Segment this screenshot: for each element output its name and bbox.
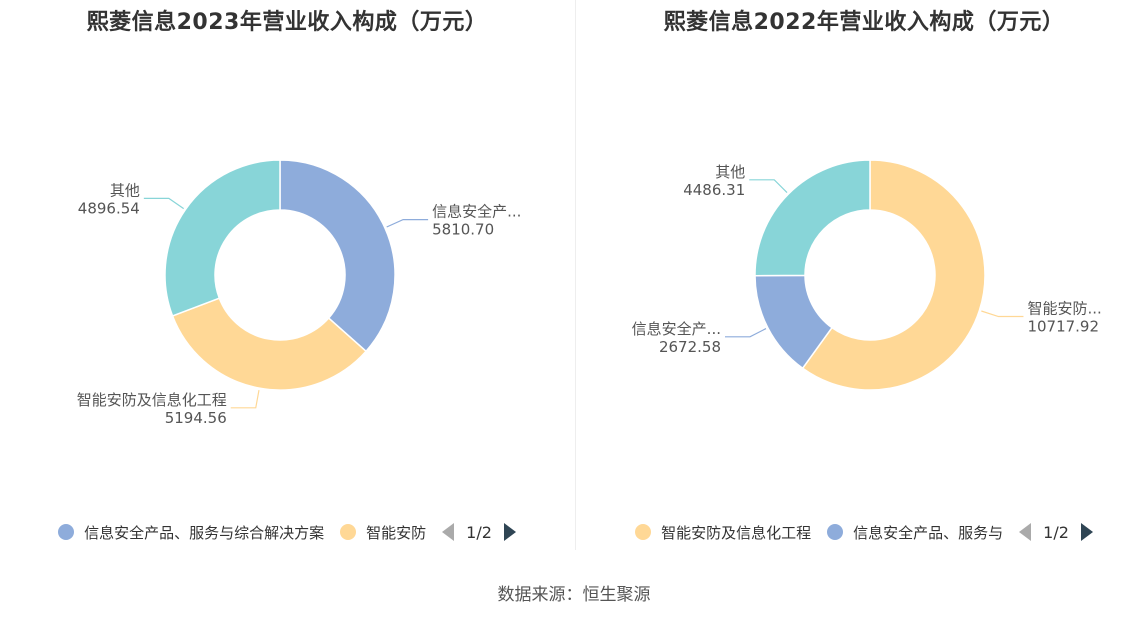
- donut-slice[interactable]: [754, 159, 871, 277]
- leader-line: [749, 179, 788, 193]
- slice-value-label: 4486.31: [683, 181, 745, 199]
- prev-page-icon[interactable]: [442, 523, 455, 541]
- slice-value-label: 5194.56: [165, 409, 227, 427]
- prev-page-icon[interactable]: [1019, 523, 1032, 541]
- chart-panel-2023: 熙菱信息2023年营业收入构成（万元） 信息安全产... 5810.70 智能安防及…: [0, 0, 574, 560]
- next-page-icon[interactable]: [503, 523, 516, 541]
- leader-line: [230, 389, 260, 409]
- donut-slice[interactable]: [164, 159, 281, 317]
- slice-name-label: 其他: [715, 163, 745, 181]
- legend-marker: [635, 524, 652, 540]
- next-page-icon[interactable]: [1080, 523, 1093, 541]
- chart-panel-2022: 熙菱信息2022年营业收入构成（万元） 智能安防... 10717.92 信息安全产…: [577, 0, 1148, 560]
- legend-item[interactable]: 智能安防: [340, 522, 426, 543]
- legend-label: 智能安防: [366, 523, 427, 542]
- legend-pager: 1/2: [442, 523, 516, 542]
- panel-divider: [575, 0, 576, 550]
- page-indicator: 1/2: [1043, 522, 1069, 542]
- slice-name-label: 智能安防及信息化工程: [77, 391, 227, 409]
- legend-item[interactable]: 智能安防及信息化工程: [635, 522, 811, 543]
- leader-line: [386, 219, 429, 228]
- legend-item[interactable]: 信息安全产品、服务与综合解决方案: [58, 522, 324, 543]
- leader-line: [724, 328, 767, 338]
- leader-line: [143, 197, 185, 210]
- legend-marker: [58, 524, 75, 540]
- donut-slice[interactable]: [171, 297, 368, 391]
- slice-value-label: 5810.70: [432, 221, 494, 239]
- legend-pager: 1/2: [1019, 523, 1093, 542]
- slice-value-label: 2672.58: [659, 338, 721, 356]
- legend-marker: [827, 524, 844, 540]
- chart-legend: 智能安防及信息化工程 信息安全产品、服务与 1/2: [577, 518, 1148, 546]
- legend-marker: [340, 524, 357, 540]
- slice-name-label: 其他: [110, 181, 140, 199]
- slice-value-label: 10717.92: [1027, 318, 1099, 336]
- slice-name-label: 智能安防...: [1027, 300, 1101, 318]
- donut-slice[interactable]: [279, 159, 396, 353]
- legend-label: 信息安全产品、服务与综合解决方案: [84, 523, 325, 542]
- chart-legend: 信息安全产品、服务与综合解决方案 智能安防 1/2: [0, 518, 574, 546]
- slice-name-label: 信息安全产...: [432, 203, 521, 221]
- page-indicator: 1/2: [466, 522, 492, 542]
- legend-label: 信息安全产品、服务与: [853, 523, 1004, 542]
- data-source: 数据来源：恒生聚源: [497, 585, 651, 605]
- donut-slice[interactable]: [801, 159, 986, 391]
- slice-value-label: 4896.54: [78, 199, 140, 217]
- legend-item[interactable]: 信息安全产品、服务与: [827, 522, 1003, 543]
- legend-label: 智能安防及信息化工程: [661, 523, 812, 542]
- chart-title: 熙菱信息2023年营业收入构成（万元）: [86, 10, 488, 35]
- chart-title: 熙菱信息2022年营业收入构成（万元）: [663, 10, 1065, 35]
- slice-name-label: 信息安全产...: [632, 320, 721, 338]
- leader-line: [981, 310, 1024, 318]
